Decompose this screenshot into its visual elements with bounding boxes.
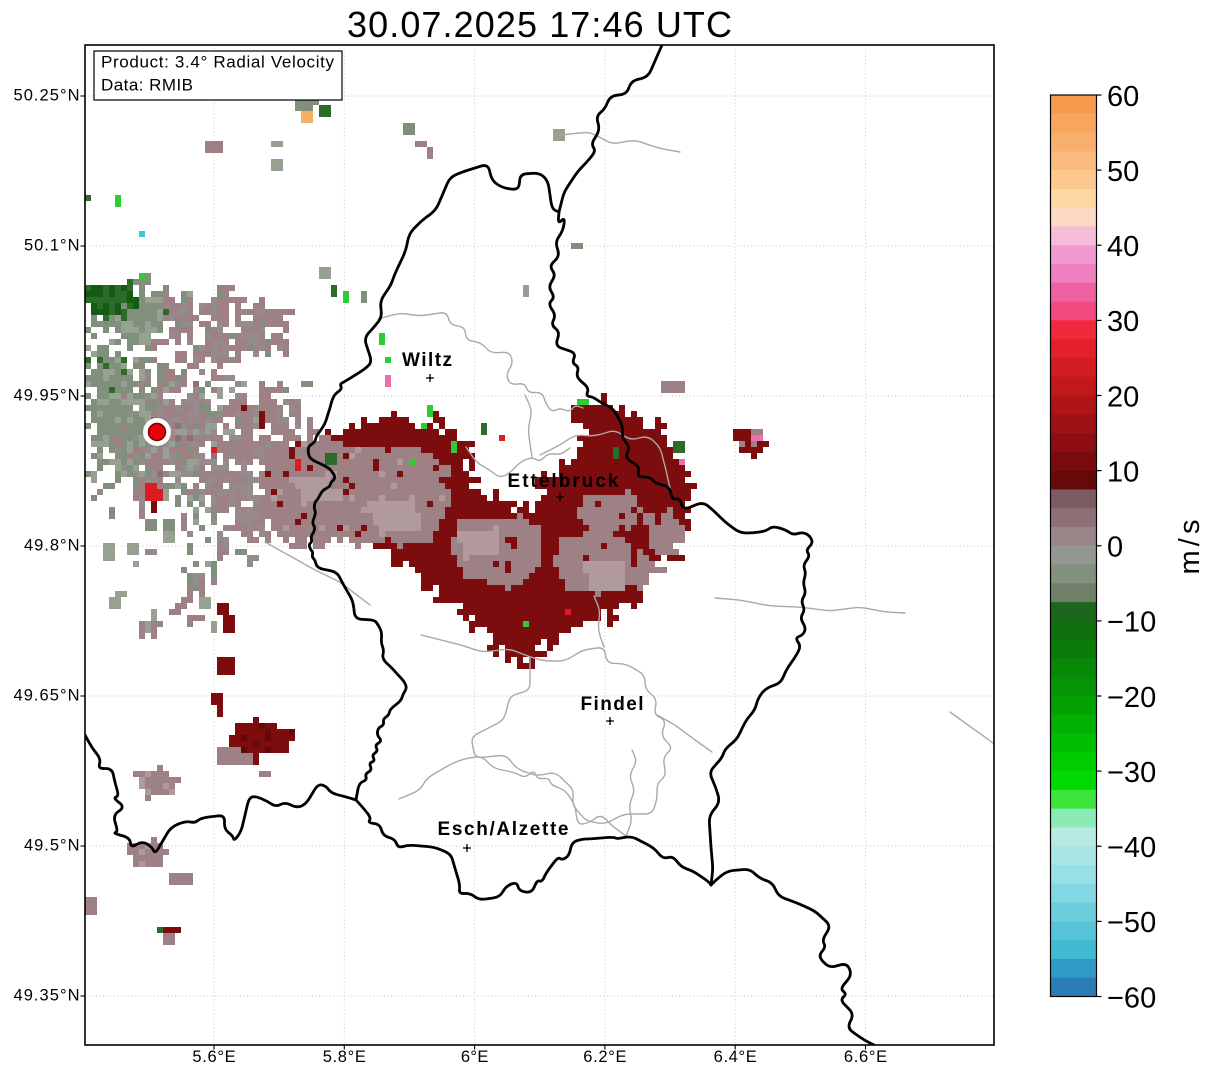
svg-text:50.25°N: 50.25°N	[14, 86, 80, 104]
svg-text:5.8°E: 5.8°E	[323, 1048, 366, 1066]
svg-text:10: 10	[1107, 456, 1139, 488]
svg-text:60: 60	[1107, 81, 1139, 113]
svg-text:m/s: m/s	[1174, 520, 1206, 575]
svg-text:6°E: 6°E	[461, 1048, 489, 1066]
svg-text:49.8°N: 49.8°N	[24, 536, 80, 554]
svg-text:−50: −50	[1107, 907, 1156, 939]
svg-text:49.5°N: 49.5°N	[24, 836, 80, 854]
svg-text:30: 30	[1107, 306, 1139, 338]
svg-text:49.35°N: 49.35°N	[14, 986, 80, 1004]
svg-text:6.2°E: 6.2°E	[583, 1048, 626, 1066]
svg-text:Wiltz: Wiltz	[402, 350, 452, 371]
svg-text:0: 0	[1107, 532, 1123, 564]
svg-text:49.95°N: 49.95°N	[14, 386, 80, 404]
svg-text:5.6°E: 5.6°E	[192, 1048, 235, 1066]
svg-text:Data: RMIB: Data: RMIB	[101, 76, 193, 95]
svg-text:−30: −30	[1107, 757, 1156, 789]
svg-text:6.4°E: 6.4°E	[714, 1048, 757, 1066]
svg-text:49.65°N: 49.65°N	[14, 686, 80, 704]
svg-text:−10: −10	[1107, 607, 1156, 639]
svg-text:6.6°E: 6.6°E	[844, 1048, 887, 1066]
svg-text:Esch/Alzette: Esch/Alzette	[438, 819, 569, 840]
svg-text:50: 50	[1107, 156, 1139, 188]
svg-text:−20: −20	[1107, 682, 1156, 714]
svg-text:30.07.2025 17:46 UTC: 30.07.2025 17:46 UTC	[347, 4, 732, 45]
svg-text:40: 40	[1107, 231, 1139, 263]
svg-text:Product: 3.4° Radial Velocity: Product: 3.4° Radial Velocity	[101, 53, 335, 72]
svg-text:Ettelbruck: Ettelbruck	[508, 471, 619, 492]
svg-text:−60: −60	[1107, 982, 1156, 1014]
svg-text:20: 20	[1107, 381, 1139, 413]
svg-text:−40: −40	[1107, 832, 1156, 864]
svg-text:50.1°N: 50.1°N	[24, 236, 80, 254]
